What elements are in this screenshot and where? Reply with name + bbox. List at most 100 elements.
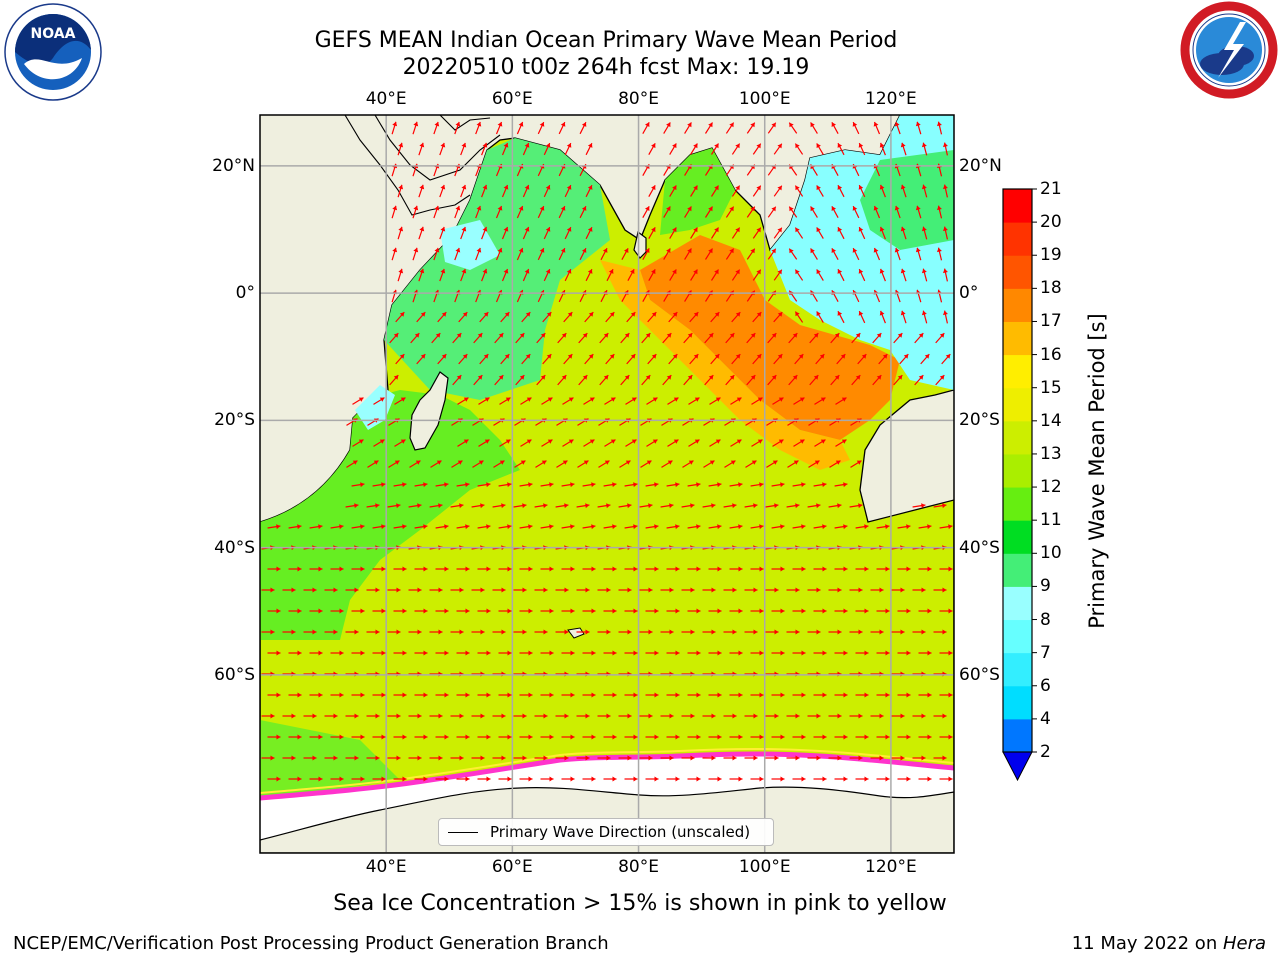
- wave-vector-head: [645, 122, 650, 127]
- wave-vector-head: [645, 206, 650, 211]
- wave-vector-head: [497, 248, 503, 253]
- wave-vector-head: [816, 629, 821, 635]
- wave-vector-head: [543, 713, 548, 719]
- wave-vector-head: [654, 734, 659, 740]
- wave-vector-head: [858, 503, 863, 509]
- wave-vector-head: [822, 608, 827, 614]
- wave-vector-head: [522, 713, 527, 719]
- wave-vector-head: [879, 713, 884, 719]
- wave-vector-head: [400, 397, 406, 402]
- wave-vector-head: [270, 629, 275, 635]
- wave-vector-head: [672, 354, 678, 359]
- wave-vector-head: [778, 439, 784, 444]
- lat-tick-label-left: 40°S: [214, 537, 255, 558]
- wave-vector-head: [526, 397, 532, 402]
- wave-vector-head: [518, 206, 524, 211]
- wave-vector-head: [672, 269, 677, 275]
- wave-vector-head: [318, 650, 323, 656]
- wave-vector-head: [465, 650, 470, 656]
- lat-tick-label-right: 40°S: [959, 537, 1000, 558]
- wave-vector-head: [927, 524, 932, 530]
- wave-vector-head: [566, 269, 572, 274]
- wave-vector-head: [438, 713, 443, 719]
- wave-vector-head: [693, 354, 699, 359]
- wave-vector-head: [399, 312, 405, 317]
- wave-vector-head: [792, 333, 798, 338]
- wave-vector-head: [751, 460, 757, 465]
- wave-vector-head: [420, 354, 426, 359]
- wave-vector-head: [688, 460, 694, 465]
- wave-vector-head: [564, 629, 569, 635]
- wave-vector-head: [822, 776, 827, 782]
- wave-vector-head: [756, 227, 761, 233]
- wave-vector-head: [402, 524, 407, 530]
- wave-vector-head: [549, 482, 554, 488]
- wave-vector-head: [717, 650, 722, 656]
- wave-vector-head: [419, 184, 425, 190]
- wave-vector-head: [612, 482, 617, 488]
- wave-vector-head: [756, 143, 761, 149]
- wave-vector-head: [606, 503, 611, 509]
- wave-vector-head: [813, 375, 819, 380]
- wave-vector-head: [927, 776, 932, 782]
- wave-vector-head: [753, 587, 758, 593]
- wave-vector-head: [651, 312, 657, 317]
- wave-vector-head: [799, 397, 805, 402]
- wave-vector-head: [606, 587, 611, 593]
- wave-vector-head: [666, 375, 672, 380]
- colorbar-tick-label: 14: [1040, 410, 1062, 431]
- colorbar-tick-label: 20: [1040, 212, 1062, 233]
- red-sea-coast: [344, 115, 501, 216]
- wave-vector-head: [525, 312, 531, 317]
- wave-vector-head: [560, 122, 566, 127]
- wave-vector-head: [633, 692, 638, 698]
- wave-vector-head: [900, 755, 905, 761]
- lon-tick-label-bottom: 40°E: [365, 857, 407, 877]
- wave-vector-head: [610, 397, 616, 402]
- wave-vector-head: [423, 608, 428, 614]
- wave-vector-head: [927, 566, 932, 572]
- wave-vector-head: [717, 608, 722, 614]
- wave-vector-head: [885, 650, 890, 656]
- colorbar-segment: [1003, 652, 1032, 687]
- wave-vector-head: [522, 587, 527, 593]
- wave-vector-head: [419, 142, 425, 148]
- field-somali-cyan: [440, 220, 500, 270]
- field-north-arabian-green: [384, 138, 610, 400]
- wave-vector-head: [402, 734, 407, 740]
- field-sea-green-east: [860, 150, 954, 250]
- wave-vector-head: [669, 503, 674, 509]
- wave-vector-head: [798, 354, 804, 359]
- wave-vector-head: [480, 713, 485, 719]
- wave-vector-head: [524, 269, 530, 274]
- wave-vector-head: [501, 755, 506, 761]
- wave-vector-head: [438, 587, 443, 593]
- wave-vector-head: [602, 248, 608, 253]
- colorbar-segment: [1003, 288, 1032, 322]
- wave-vector-head: [465, 482, 470, 488]
- wave-vector-head: [462, 354, 468, 359]
- wave-vector-head: [837, 629, 842, 635]
- wave-vector-head: [604, 460, 610, 465]
- wave-vector-head: [879, 184, 885, 190]
- wave-vector-head: [843, 776, 848, 782]
- wave-vector-head: [750, 248, 755, 254]
- wave-vector-head: [612, 692, 617, 698]
- wave-vector-head: [732, 629, 737, 635]
- wave-vector-head: [822, 650, 827, 656]
- wave-vector-head: [906, 776, 911, 782]
- wave-vector-head: [771, 375, 777, 380]
- wave-vector-head: [297, 776, 302, 782]
- wave-vector-head: [822, 482, 827, 488]
- wave-vector-head: [876, 333, 882, 338]
- wave-vector-head: [507, 482, 512, 488]
- wave-vector-head: [771, 333, 777, 338]
- wave-vector-head: [777, 185, 782, 191]
- wave-vector-head: [630, 354, 636, 359]
- wave-vector-head: [780, 692, 785, 698]
- wave-vector-head: [396, 503, 401, 509]
- wave-vector-head: [459, 503, 464, 509]
- wave-vector-head: [654, 776, 659, 782]
- colorbar-segment: [1003, 420, 1032, 455]
